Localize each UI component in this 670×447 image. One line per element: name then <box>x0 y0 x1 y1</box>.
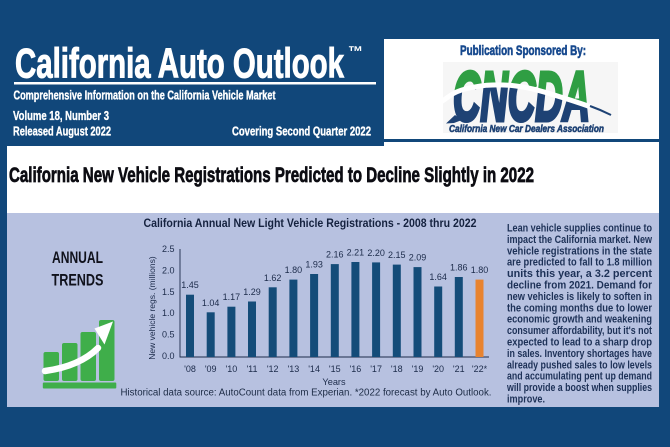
svg-text:2.21: 2.21 <box>347 248 365 258</box>
svg-text:0.0: 0.0 <box>162 351 175 361</box>
svg-text:units this year, a 3.2 percent: units this year, a 3.2 percent <box>507 268 652 280</box>
svg-text:1.86: 1.86 <box>450 263 468 273</box>
svg-text:California Auto Outlook: California Auto Outlook <box>15 40 344 87</box>
svg-text:1.0: 1.0 <box>162 308 175 318</box>
svg-text:™: ™ <box>348 44 363 61</box>
svg-text:Comprehensive Information on t: Comprehensive Information on the Califor… <box>14 88 277 102</box>
svg-text:'13: '13 <box>288 364 300 374</box>
svg-text:California New Car Dealers Ass: California New Car Dealers Association <box>449 124 604 135</box>
svg-text:'08: '08 <box>184 364 196 374</box>
svg-text:are predicted to fall to 1.8 m: are predicted to fall to 1.8 million <box>507 257 652 269</box>
svg-text:1.29: 1.29 <box>243 287 261 297</box>
svg-text:Covering Second Quarter 2022: Covering Second Quarter 2022 <box>232 124 371 139</box>
svg-text:1.80: 1.80 <box>285 265 303 275</box>
svg-text:'20: '20 <box>432 364 444 374</box>
svg-text:California New Vehicle Registr: California New Vehicle Registrations Pre… <box>9 164 534 187</box>
svg-text:in sales. Inventory shortages: in sales. Inventory shortages have <box>507 348 652 360</box>
svg-text:will provide a boost when supp: will provide a boost when supplies <box>507 382 652 394</box>
svg-text:economic growth and weakening: economic growth and weakening <box>507 314 652 326</box>
svg-text:0.5: 0.5 <box>162 330 175 340</box>
svg-text:new vehicles is likely to soft: new vehicles is likely to soften in <box>507 291 652 303</box>
svg-text:1.80: 1.80 <box>471 265 489 275</box>
svg-text:1.93: 1.93 <box>305 260 323 270</box>
svg-text:2.09: 2.09 <box>409 253 427 263</box>
svg-text:Publication Sponsored By:: Publication Sponsored By: <box>460 42 586 58</box>
svg-text:'10: '10 <box>226 364 238 374</box>
svg-text:already pushed sales to low le: already pushed sales to low levels <box>507 359 652 371</box>
svg-text:'19: '19 <box>412 364 424 374</box>
svg-text:'21: '21 <box>453 364 465 374</box>
svg-text:2.16: 2.16 <box>326 250 344 260</box>
svg-text:'15: '15 <box>329 364 341 374</box>
svg-text:1.5: 1.5 <box>162 287 175 297</box>
svg-text:'16: '16 <box>350 364 362 374</box>
svg-text:2.20: 2.20 <box>367 248 385 258</box>
svg-text:'22*: '22* <box>472 364 488 374</box>
svg-text:Volume 18, Number 3: Volume 18, Number 3 <box>13 108 109 123</box>
svg-text:California Annual New Light Ve: California Annual New Light Vehicle Regi… <box>144 218 477 230</box>
svg-text:1.62: 1.62 <box>264 273 282 283</box>
svg-text:Years: Years <box>322 377 346 387</box>
svg-text:expected to lead to a sharp dr: expected to lead to a sharp drop <box>507 337 652 349</box>
svg-text:the coming months due to lower: the coming months due to lower <box>507 302 653 314</box>
svg-text:Lean vehicle supplies continue: Lean vehicle supplies continue to <box>507 223 652 235</box>
svg-text:decline from 2021. Demand for: decline from 2021. Demand for <box>507 280 653 292</box>
svg-text:impact the California market.: impact the California market. New <box>507 234 652 246</box>
svg-text:'11: '11 <box>246 364 257 374</box>
svg-text:'18: '18 <box>391 364 403 374</box>
svg-text:'14: '14 <box>308 364 320 374</box>
svg-text:New vehicle regs. (millions): New vehicle regs. (millions) <box>147 256 157 360</box>
svg-text:1.17: 1.17 <box>223 292 241 302</box>
svg-text:ANNUAL: ANNUAL <box>52 249 103 267</box>
svg-text:'09: '09 <box>205 364 217 374</box>
svg-text:2.0: 2.0 <box>162 265 175 275</box>
svg-text:2.5: 2.5 <box>162 244 175 254</box>
svg-text:Released August 2022: Released August 2022 <box>13 124 111 139</box>
svg-text:2.15: 2.15 <box>388 250 406 260</box>
svg-text:1.45: 1.45 <box>181 280 199 290</box>
svg-text:TRENDS: TRENDS <box>52 272 104 290</box>
svg-text:improve.: improve. <box>507 394 545 406</box>
svg-text:'12: '12 <box>267 364 279 374</box>
svg-text:consumer affordability, but it: consumer affordability, but it's not <box>507 325 652 337</box>
svg-text:1.64: 1.64 <box>429 272 447 282</box>
svg-text:1.04: 1.04 <box>202 298 220 308</box>
svg-text:'17: '17 <box>370 364 382 374</box>
svg-text:Historical data source: AutoCo: Historical data source: AutoCount data f… <box>121 388 492 399</box>
svg-text:and accumulating pent up deman: and accumulating pent up demand <box>507 371 652 383</box>
svg-text:vehicle registrations in the s: vehicle registrations in the state <box>507 245 652 257</box>
